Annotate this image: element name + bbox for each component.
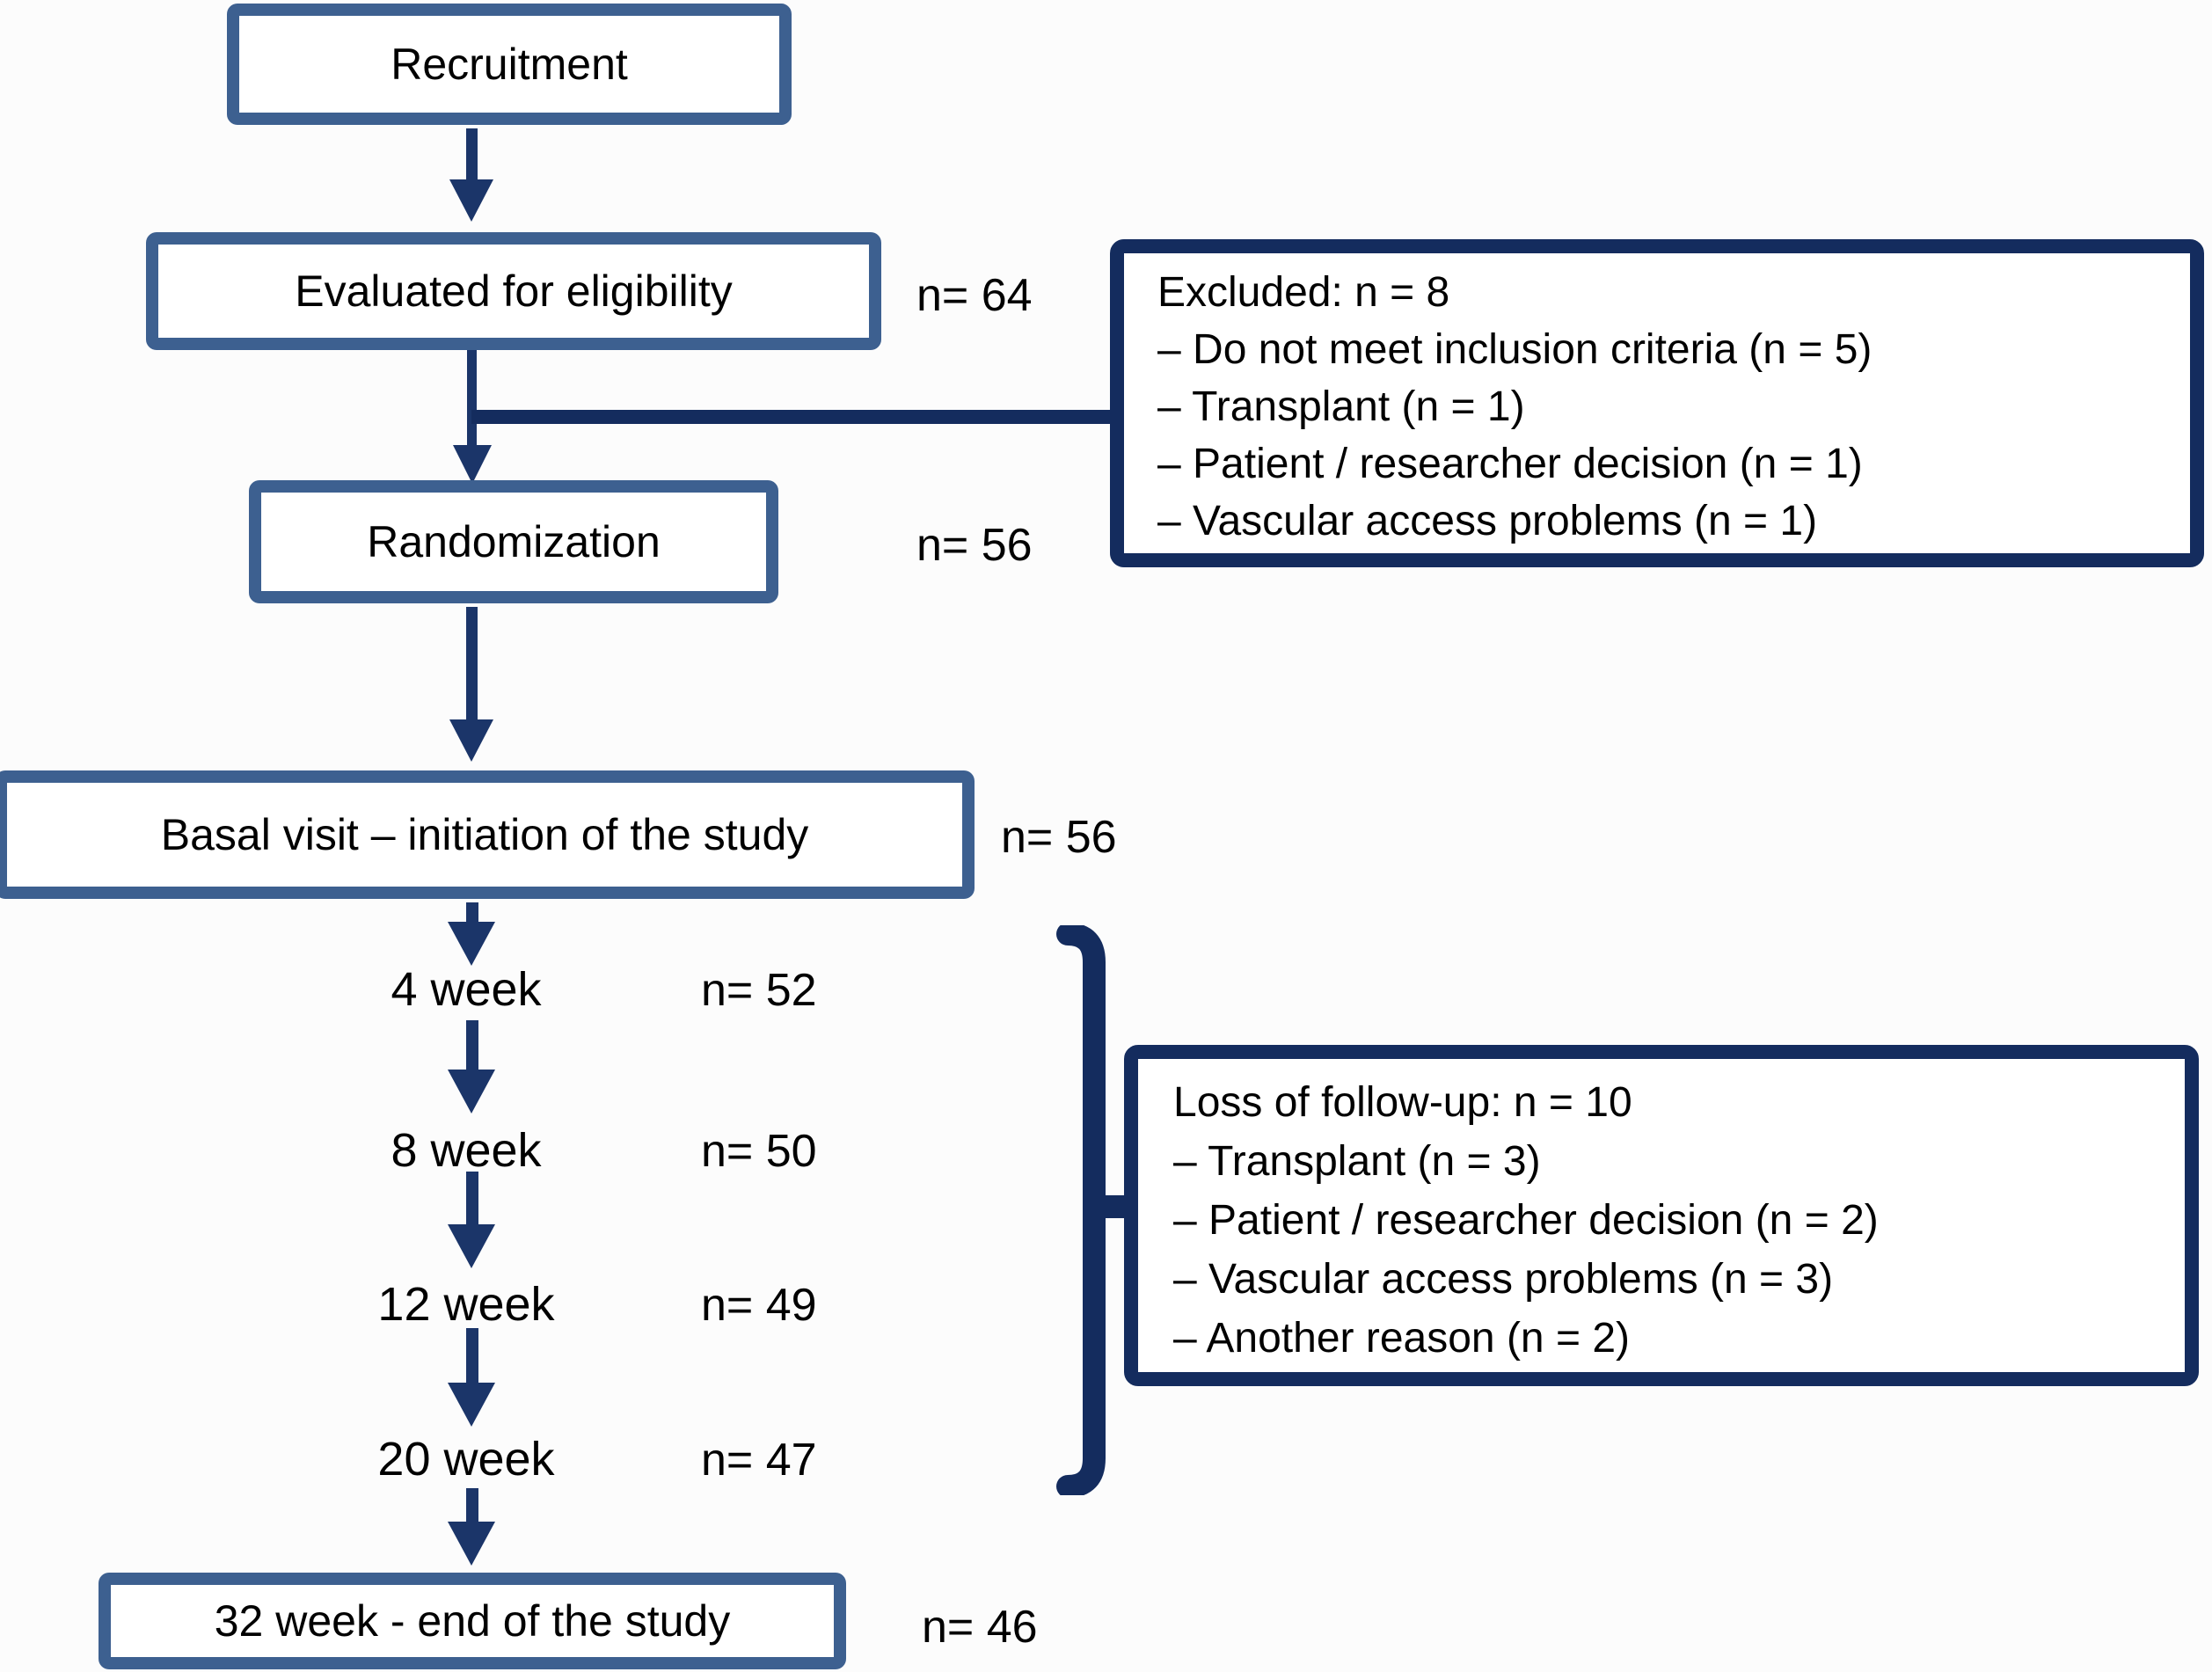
week12-label: 12 week: [377, 1278, 555, 1331]
arrow-down-icon: [448, 1383, 495, 1427]
arrow-down-icon: [449, 179, 493, 222]
loss-of-followup-box: Loss of follow-up: n = 10 – Transplant (…: [1124, 1045, 2199, 1386]
arrow-down-icon: [453, 445, 492, 484]
loss-item: – Patient / researcher decision (n = 2): [1173, 1197, 1879, 1244]
arrow-evaluated-to-randomization-shaft: [467, 350, 477, 449]
arrow-week4-to-week8-shaft: [466, 1020, 478, 1071]
loss-item: – Transplant (n = 3): [1173, 1138, 1541, 1185]
loss-item: – Vascular access problems (n = 3): [1173, 1256, 1834, 1303]
arrow-down-icon: [448, 1522, 495, 1566]
excluded-box: Excluded: n = 8 – Do not meet inclusion …: [1110, 239, 2204, 567]
randomization-box: Randomization: [249, 480, 778, 603]
week20-n-label: n= 47: [701, 1435, 817, 1486]
arrow-down-icon: [449, 719, 493, 762]
excluded-item: – Patient / researcher decision (n = 1): [1157, 441, 1863, 487]
arrow-randomization-to-basal-shaft: [466, 607, 478, 721]
arrow-down-icon: [448, 1224, 495, 1268]
excluded-item: – Vascular access problems (n = 1): [1157, 498, 1818, 544]
arrow-down-icon: [448, 922, 495, 966]
basal-visit-box: Basal visit – initiation of the study: [0, 770, 975, 899]
end-of-study-label: 32 week - end of the study: [214, 1596, 731, 1646]
recruitment-box: Recruitment: [227, 4, 792, 125]
arrow-basal-to-week4-shaft: [466, 902, 478, 925]
week8-label: 8 week: [391, 1124, 542, 1177]
end-n-label: n= 46: [922, 1602, 1038, 1653]
week12-n-label: n= 49: [701, 1280, 817, 1331]
arrow-week8-to-week12-shaft: [466, 1172, 478, 1226]
week8-n-label: n= 50: [701, 1126, 817, 1177]
branch-line-to-excluded: [471, 410, 1110, 424]
excluded-item: – Do not meet inclusion criteria (n = 5): [1157, 326, 1873, 373]
week20-label: 20 week: [377, 1433, 555, 1486]
excluded-title: Excluded: n = 8: [1157, 269, 1450, 316]
randomization-label: Randomization: [367, 517, 661, 566]
loss-item: – Another reason (n = 2): [1173, 1315, 1630, 1362]
arrow-recruitment-to-evaluated-shaft: [466, 128, 478, 179]
arrow-week20-to-end-shaft: [466, 1488, 478, 1523]
evaluated-box: Evaluated for eligibility: [146, 232, 881, 350]
excluded-item: – Transplant (n = 1): [1157, 383, 1525, 430]
arrow-down-icon: [448, 1070, 495, 1113]
basal-visit-label: Basal visit – initiation of the study: [160, 810, 809, 859]
evaluated-n-label: n= 64: [916, 270, 1033, 321]
week4-label: 4 week: [391, 963, 542, 1016]
end-of-study-box: 32 week - end of the study: [99, 1573, 846, 1669]
basal-n-label: n= 56: [1001, 812, 1117, 863]
week4-n-label: n= 52: [701, 965, 817, 1016]
randomization-n-label: n= 56: [916, 520, 1033, 571]
evaluated-label: Evaluated for eligibility: [295, 266, 733, 316]
loss-title: Loss of follow-up: n = 10: [1173, 1079, 1632, 1126]
recruitment-label: Recruitment: [391, 40, 628, 89]
arrow-week12-to-week20-shaft: [466, 1328, 478, 1384]
